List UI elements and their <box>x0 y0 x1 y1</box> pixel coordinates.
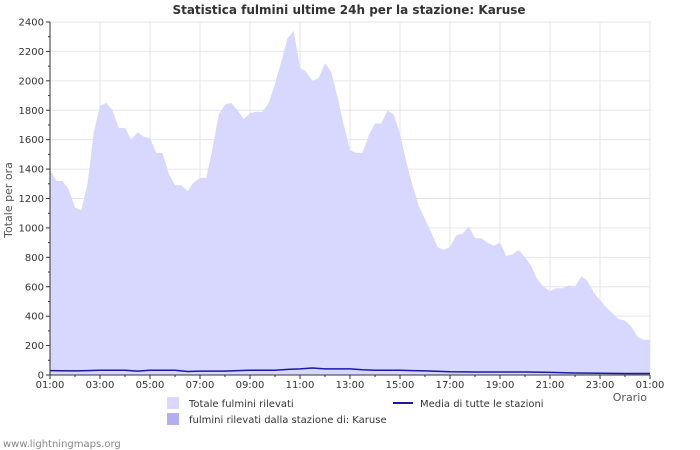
y-tick-label: 800 <box>25 253 44 264</box>
x-tick-label: 23:00 <box>586 380 615 391</box>
y-tick-label: 0 <box>38 371 44 382</box>
y-axis-title: Totale per ora <box>2 162 15 239</box>
y-tick-label: 1200 <box>19 194 44 205</box>
x-tick-label: 01:00 <box>36 380 65 391</box>
x-axis-title: Orario <box>613 391 648 404</box>
y-tick-label: 600 <box>25 282 44 293</box>
x-tick-label: 07:00 <box>186 380 215 391</box>
legend-swatch-1 <box>167 413 179 425</box>
x-tick-label: 13:00 <box>336 380 365 391</box>
x-tick-label: 17:00 <box>436 380 465 391</box>
legend-label-0: Totale fulmini rilevati <box>188 399 294 410</box>
y-tick-label: 2000 <box>19 76 44 87</box>
x-tick-label: 19:00 <box>486 380 515 391</box>
axes: 0 200 400 600 800 1000 1200 1400 1600 1800 2000 220… <box>19 18 665 392</box>
series-line-2 <box>49 367 650 375</box>
chart-title: Statistica fulmini ultime 24h per la sta… <box>172 3 525 17</box>
legend-label-2: Media di tutte le stazioni <box>420 399 544 410</box>
x-tick-label: 21:00 <box>536 380 565 391</box>
x-tick-label: 03:00 <box>86 380 115 391</box>
y-tick-label: 2200 <box>19 47 44 58</box>
x-tick-label: 05:00 <box>136 380 165 391</box>
x-tick-label: 15:00 <box>386 380 415 391</box>
legend-swatch-0 <box>167 397 179 409</box>
y-tick-label: 2400 <box>19 18 44 29</box>
series-area-0 <box>50 30 650 375</box>
legend-label-1: fulmini rilevati dalla stazione di: Karu… <box>189 415 387 426</box>
series-layer <box>49 30 650 375</box>
y-tick-label: 1400 <box>19 165 44 176</box>
y-tick-label: 1800 <box>19 106 44 117</box>
y-tick-label: 1600 <box>19 135 44 146</box>
legend: Totale fulmini rilevati fulmini rilevati … <box>167 397 544 426</box>
x-tick-label: 01:00 <box>636 380 665 391</box>
x-tick-label: 09:00 <box>236 380 265 391</box>
x-tick-label: 11:00 <box>286 380 315 391</box>
y-tick-label: 1000 <box>19 223 44 234</box>
footer-credit: www.lightningmaps.org <box>3 439 121 450</box>
y-tick-label: 400 <box>25 312 44 323</box>
y-tick-label: 200 <box>25 341 44 352</box>
